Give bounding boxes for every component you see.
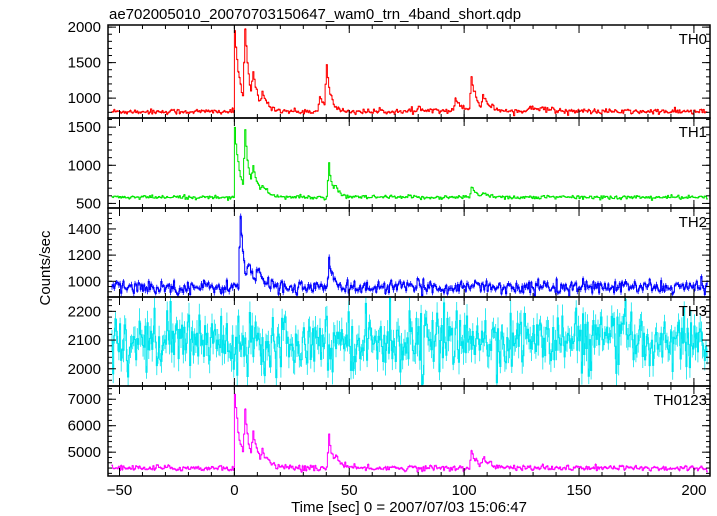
y-tick-label-th1: 1000 (68, 157, 101, 174)
y-tick-label-th2: 1400 (68, 221, 101, 238)
y-tick-label-th0123: 6000 (68, 418, 101, 435)
y-tick-label-th0: 1500 (68, 55, 101, 72)
x-tick-label: 150 (567, 482, 592, 499)
panel-label-th0123: TH0123 (654, 392, 707, 409)
x-tick-label: 100 (452, 482, 477, 499)
panel-th0123: 5000 6000 7000 TH0123 (68, 385, 711, 477)
x-tick-label: 50 (341, 482, 358, 499)
y-tick-label-th2: 1200 (68, 247, 101, 264)
chart-title: ae702005010_20070703150647_wam0_trn_4ban… (109, 6, 521, 23)
y-axis-label: Counts/sec (37, 230, 54, 306)
y-tick-label-th0: 1000 (68, 90, 101, 107)
panel-label-th2: TH2 (679, 214, 707, 231)
panel-th0: 1000 1500 2000 TH0 (68, 19, 711, 119)
y-tick-label-th0123: 5000 (68, 444, 101, 461)
y-tick-label-th3: 2000 (68, 361, 101, 378)
panel-th2: 1000 1200 1400 TH2 (68, 207, 711, 298)
series-th0-errors (111, 28, 708, 117)
panel-th3: 2000 2100 2200 TH3 (68, 296, 711, 387)
panel-th1: 500 1000 1500 TH1 (68, 117, 711, 212)
panel-label-th1: TH1 (679, 124, 707, 141)
panel-frame (107, 385, 711, 477)
panel-frame (107, 24, 711, 119)
x-axis-label: Time [sec] 0 = 2007/07/03 15:06:47 (291, 499, 527, 516)
y-tick-label-th3: 2100 (68, 332, 101, 349)
y-tick-label-th0: 2000 (68, 19, 101, 36)
series-th0123-line (111, 393, 708, 473)
y-tick-label-th1: 1500 (68, 119, 101, 136)
y-tick-label-th2: 1000 (68, 273, 101, 290)
series-th1-line (111, 127, 708, 201)
series-th0123-errors (111, 393, 708, 473)
panel-label-th0: TH0 (679, 31, 707, 48)
x-tick-label: 200 (681, 482, 706, 499)
series-th3-line (111, 296, 708, 386)
y-tick-label-th1: 500 (76, 195, 101, 212)
y-tick-label-th3: 2200 (68, 303, 101, 320)
panel-label-th3: TH3 (679, 303, 707, 320)
series-th0-line (111, 28, 708, 117)
x-tick-label: 0 (230, 482, 238, 499)
series-th2-line (111, 215, 708, 298)
y-tick-label-th0123: 7000 (68, 391, 101, 408)
series-th1-errors (111, 126, 708, 201)
x-tick-label: −50 (107, 482, 132, 499)
